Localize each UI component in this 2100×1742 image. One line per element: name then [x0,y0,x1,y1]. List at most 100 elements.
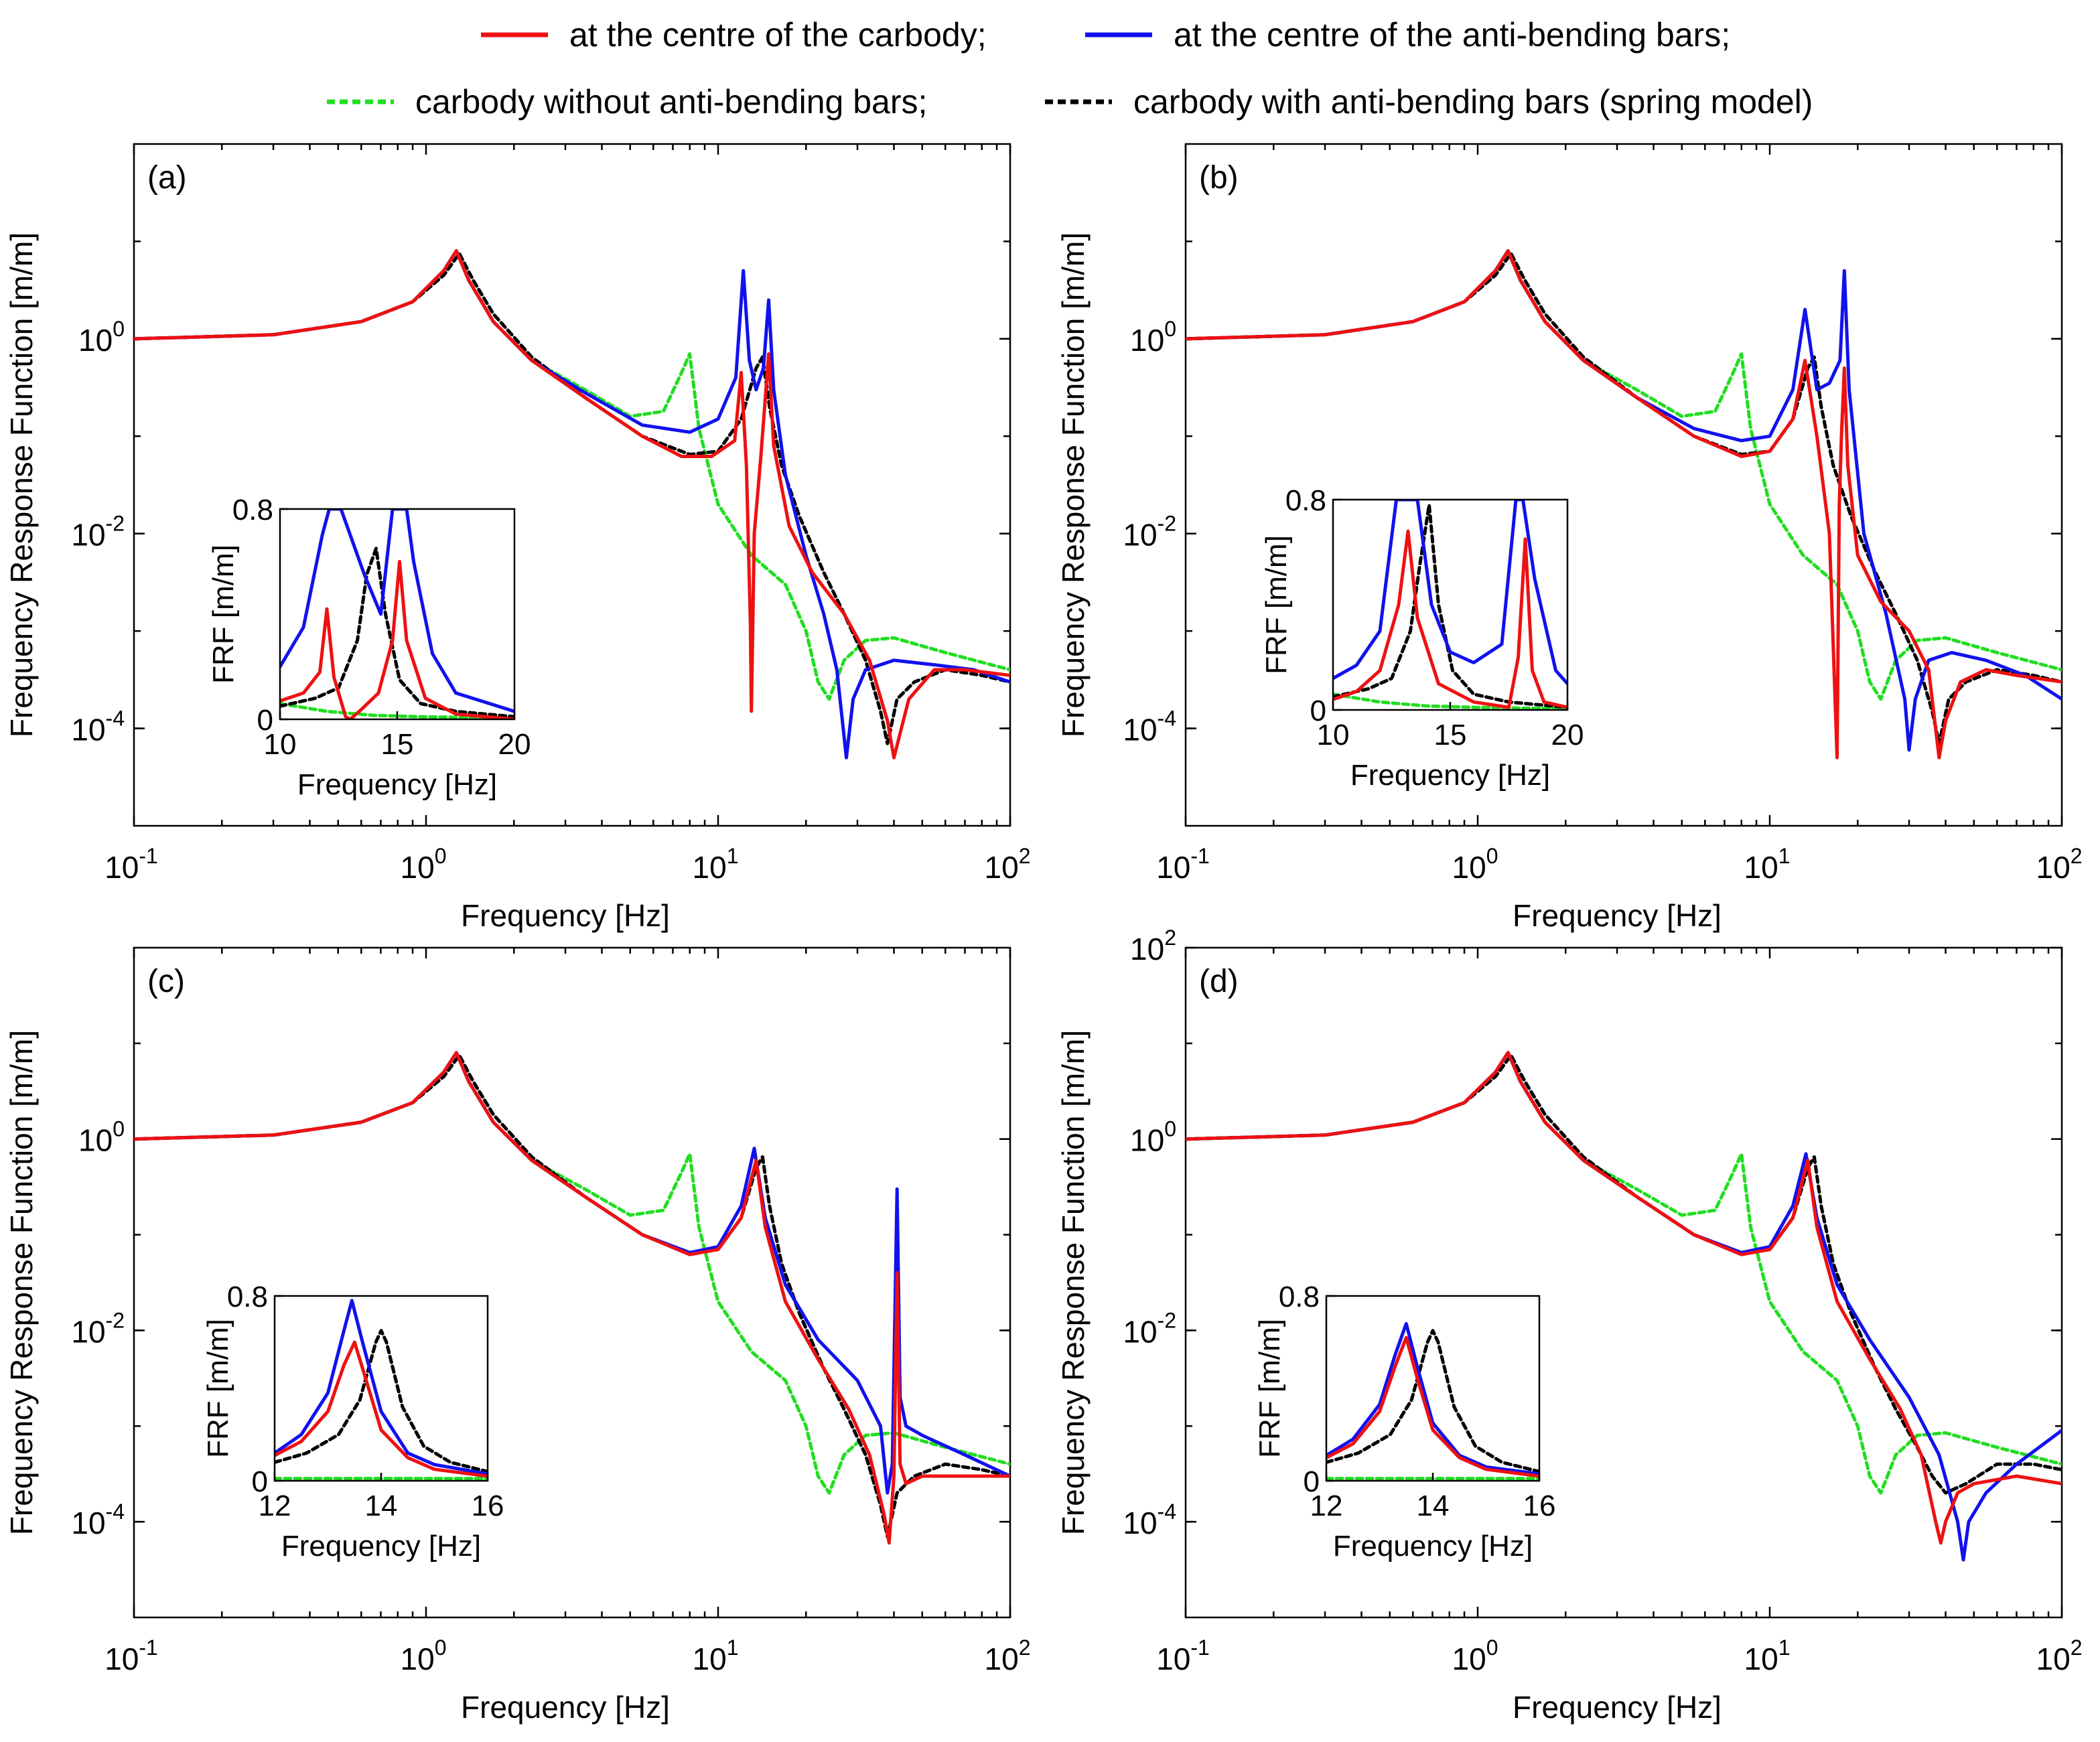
inset-y-tick-label: 0 [252,1465,268,1498]
x-tick-base: 10 [1156,850,1190,885]
inset-series-line-1 [275,1340,488,1478]
y-tick-label: 100 [78,1117,125,1158]
x-tick-label: 101 [1744,1636,1791,1676]
x-tick-base: 10 [1156,1642,1190,1676]
y-tick-base: 10 [1130,1123,1164,1158]
y-axis-label: Frequency Response Function [m/m] [1056,1030,1091,1535]
inset-x-tick-label: 12 [1310,1490,1343,1522]
x-tick-exp: 2 [1019,1636,1031,1660]
inset-x-tick-label: 15 [1434,719,1467,751]
inset-y-axis-label: FRF [m/m] [207,545,240,684]
x-tick-base: 10 [1744,850,1778,885]
y-tick-exp: -2 [106,512,125,536]
inset-x-tick-label: 14 [1417,1490,1450,1522]
x-tick-base: 10 [985,1642,1019,1676]
x-tick-base: 10 [104,850,139,885]
series-line-3 [134,1051,1010,1495]
inset: 12 14 16 0 0.8 Frequency [Hz] FRF [m/m] [202,1281,504,1563]
y-tick-label: 100 [78,317,125,358]
y-tick-base: 10 [1123,1506,1157,1540]
x-axis-label: Frequency [Hz] [1513,1690,1722,1725]
x-tick-exp: 0 [1486,1636,1498,1660]
x-tick-exp: 0 [435,844,447,868]
y-tick-exp: -2 [106,1308,125,1332]
inset: 12 14 16 0 0.8 Frequency [Hz] FRF [m/m] [1253,1281,1555,1563]
inset: 10 15 20 0 0.8 Frequency [Hz] FRF [m/m] [1260,484,1584,792]
x-tick-exp: -1 [139,844,157,868]
x-tick-base: 10 [693,850,727,885]
y-tick-base: 10 [71,1314,105,1349]
x-tick-exp: 1 [727,844,739,868]
y-tick-exp: -2 [1158,512,1176,536]
inset-y-tick-label: 0 [257,704,273,737]
inset-series-line-2 [280,509,514,713]
inset-x-axis-label: Frequency [Hz] [1333,1530,1533,1563]
inset-x-axis-label: Frequency [Hz] [297,768,497,801]
inset-y-tick-label: 0.8 [227,1281,268,1313]
inset-series-line-4 [280,547,514,719]
inset-x-tick-label: 14 [365,1490,398,1522]
y-tick-label: 100 [1130,317,1176,358]
inset-x-tick-label: 15 [381,728,414,761]
inset-y-axis-label: FRF [m/m] [1253,1319,1286,1458]
inset-series-line-2 [1326,1321,1539,1476]
x-tick-label: 10-1 [104,1636,158,1676]
x-tick-base: 10 [401,850,435,885]
series-line-1 [1186,1051,2062,1545]
x-tick-label: 101 [693,1636,739,1676]
legend-label-4: carbody with anti-bending bars (spring m… [1133,83,1813,121]
x-tick-base: 10 [985,850,1019,885]
axes-frame [1184,143,2063,827]
y-tick-base: 10 [71,713,105,747]
inset-x-tick-label: 16 [1523,1490,1556,1522]
series-group [1186,1051,2062,1562]
inset-x-tick-label: 16 [472,1490,504,1522]
x-tick-base: 10 [1744,1642,1778,1676]
x-tick-exp: 0 [1486,844,1498,868]
legend-label-1: at the centre of the carbody; [569,16,987,54]
x-tick-exp: 1 [1778,844,1791,868]
x-tick-label: 101 [693,844,739,885]
y-tick-base: 10 [1130,323,1164,358]
y-tick-exp: -2 [1158,1308,1176,1332]
x-tick-label: 102 [985,1636,1031,1676]
y-tick-label: 10-2 [1123,512,1176,553]
legend-label-2: at the centre of the anti-bending bars; [1174,16,1730,54]
x-tick-exp: 0 [435,1636,447,1660]
inset-y-tick-label: 0.8 [232,494,273,526]
x-tick-label: 100 [401,1636,447,1676]
series-line-3 [1186,249,2062,701]
x-tick-label: 100 [1452,1636,1498,1676]
x-axis-label: Frequency [Hz] [461,898,670,933]
inset-series-line-1 [1333,529,1567,709]
inset-x-tick-label: 20 [498,728,531,761]
inset-y-tick-label: 0.8 [1279,1281,1320,1313]
inset-series-line-1 [280,560,514,719]
x-tick-exp: 1 [727,1636,739,1660]
inset-y-tick-label: 0 [1310,695,1326,727]
series-line-3 [1186,1051,2062,1495]
x-tick-label: 100 [1452,844,1498,885]
y-axis-label: Frequency Response Function [m/m] [1056,232,1091,737]
inset-series-line-2 [1333,500,1567,686]
inset-background [1326,1296,1539,1481]
inset-background [280,509,514,719]
y-tick-exp: -4 [1158,1500,1176,1524]
axes-frame [133,143,1011,827]
series-line-4 [134,252,1010,745]
x-tick-label: 102 [985,844,1031,885]
legend-label-3: carbody without anti-bending bars; [415,83,927,121]
y-tick-exp: 0 [1164,317,1176,341]
inset-x-axis-label: Frequency [Hz] [281,1530,481,1563]
x-tick-base: 10 [2036,850,2071,885]
y-tick-exp: 2 [1164,926,1176,950]
y-tick-base: 10 [1123,713,1157,747]
x-axis-label: Frequency [Hz] [461,1690,670,1725]
inset-background [1333,500,1567,710]
y-tick-exp: 0 [113,317,125,341]
x-tick-label: 100 [401,844,447,885]
